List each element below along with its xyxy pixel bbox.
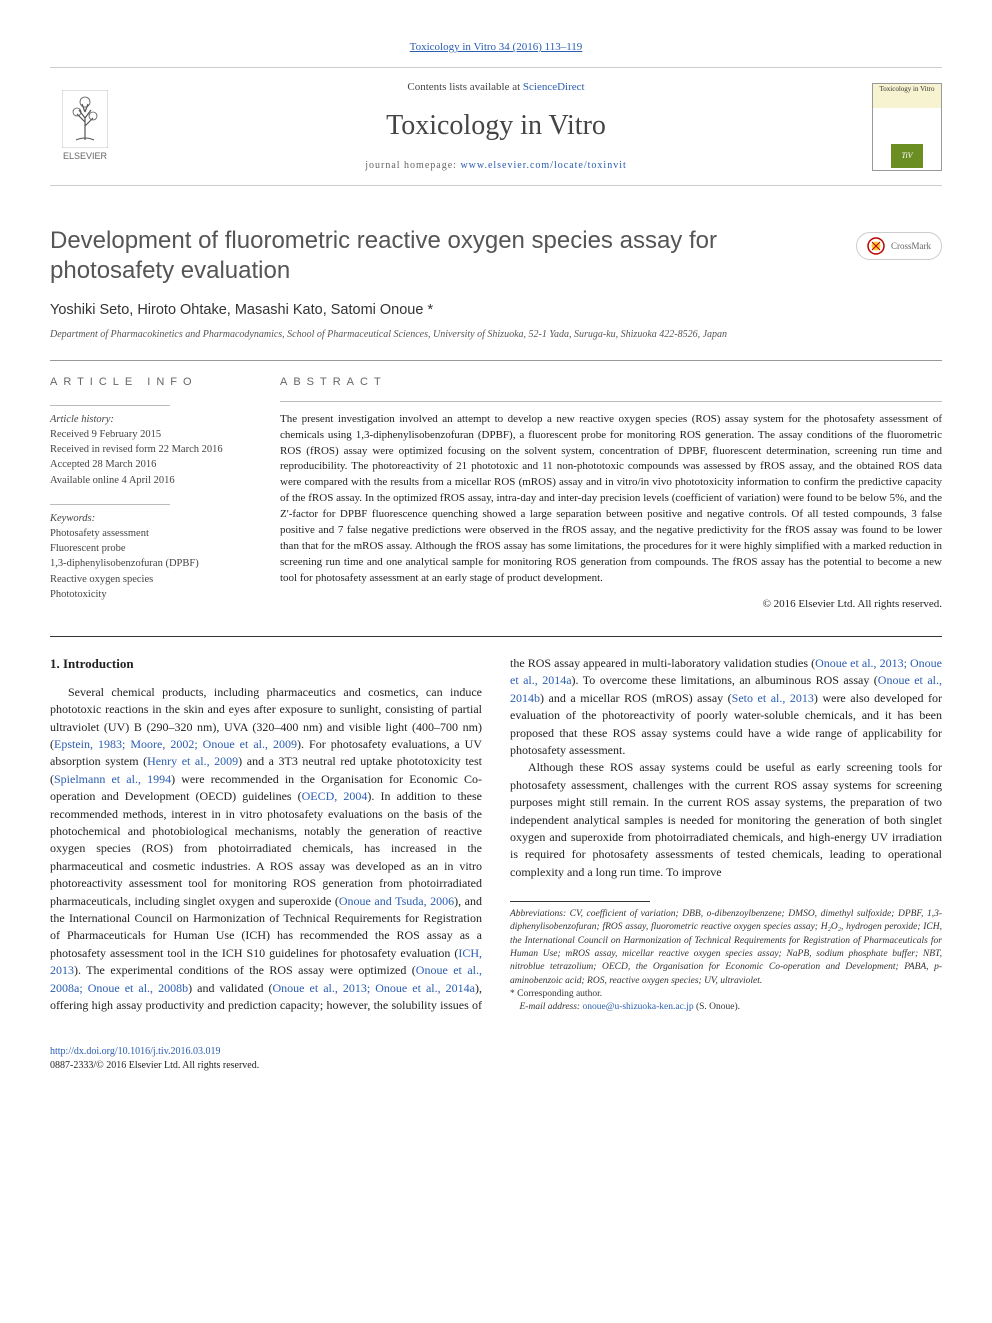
history-accepted: Accepted 28 March 2016: [50, 459, 156, 470]
history-received: Received 9 February 2015: [50, 429, 161, 440]
citation-link[interactable]: Seto et al., 2013: [732, 691, 814, 705]
sciencedirect-link[interactable]: ScienceDirect: [523, 81, 585, 93]
article-history-label: Article history:: [50, 414, 114, 425]
homepage-prefix: journal homepage:: [365, 160, 460, 171]
keyword: Phototoxicity: [50, 589, 107, 600]
footer: http://dx.doi.org/10.1016/j.tiv.2016.03.…: [50, 1045, 942, 1073]
article-info-heading: article info: [50, 375, 250, 390]
keywords-block: Keywords: Photosafety assessment Fluores…: [50, 504, 250, 602]
intro-heading: 1. Introduction: [50, 655, 482, 674]
contents-prefix: Contents lists available at: [407, 81, 522, 93]
article-history-block: Article history: Received 9 February 201…: [50, 405, 250, 488]
keyword: Fluorescent probe: [50, 543, 126, 554]
divider-body: [50, 636, 942, 637]
footer-copyright: 0887-2333/© 2016 Elsevier Ltd. All right…: [50, 1060, 259, 1071]
citation-link[interactable]: Onoue et al., 2013; Onoue et al., 2014a: [272, 981, 475, 995]
crossmark-icon: [867, 237, 885, 255]
intro-paragraph-2: Although these ROS assay systems could b…: [510, 759, 942, 881]
abstract-column: abstract The present investigation invol…: [280, 375, 942, 618]
keywords-label: Keywords:: [50, 513, 95, 524]
abstract-rule: [280, 401, 942, 402]
cover-journal-label: Toxicology in Vitro: [880, 86, 935, 93]
abstract-text: The present investigation involved an at…: [280, 412, 942, 587]
divider-top: [50, 360, 942, 361]
history-online: Available online 4 April 2016: [50, 475, 175, 486]
article-title: Development of fluorometric reactive oxy…: [50, 226, 836, 286]
corresponding-author-footnote: * Corresponding author.: [510, 988, 942, 1001]
running-head-link[interactable]: Toxicology in Vitro 34 (2016) 113–119: [410, 41, 583, 53]
info-abstract-row: article info Article history: Received 9…: [50, 375, 942, 618]
body-two-column: 1. Introduction Several chemical product…: [50, 655, 942, 1014]
citation-link[interactable]: OECD, 2004: [302, 789, 368, 803]
title-row: Development of fluorometric reactive oxy…: [50, 226, 942, 286]
publisher-name: ELSEVIER: [63, 150, 107, 163]
header-center: Contents lists available at ScienceDirec…: [120, 80, 872, 173]
keyword: Photosafety assessment: [50, 528, 149, 539]
citation-link[interactable]: Epstein, 1983; Moore, 2002; Onoue et al.…: [54, 737, 297, 751]
email-footnote: E-mail address: onoue@u-shizuoka-ken.ac.…: [510, 1001, 942, 1014]
homepage-link[interactable]: www.elsevier.com/locate/toxinvit: [460, 160, 626, 171]
citation-link[interactable]: Henry et al., 2009: [147, 754, 238, 768]
abstract-heading: abstract: [280, 375, 942, 390]
citation-link[interactable]: Spielmann et al., 1994: [54, 772, 171, 786]
footnote-rule: [510, 901, 650, 902]
article-info-column: article info Article history: Received 9…: [50, 375, 250, 618]
journal-cover-thumbnail: Toxicology in Vitro TiV: [872, 83, 942, 171]
cover-tiv-badge: TiV: [891, 144, 923, 168]
journal-header: ELSEVIER Contents lists available at Sci…: [50, 67, 942, 186]
email-suffix: (S. Onoue).: [694, 1002, 740, 1012]
publisher-logo: ELSEVIER: [50, 83, 120, 171]
history-revised: Received in revised form 22 March 2016: [50, 444, 223, 455]
crossmark-badge[interactable]: CrossMark: [856, 232, 942, 260]
running-head: Toxicology in Vitro 34 (2016) 113–119: [50, 40, 942, 55]
abbreviations-footnote: Abbreviations: CV, coefficient of variat…: [510, 908, 942, 988]
affiliation: Department of Pharmacokinetics and Pharm…: [50, 328, 942, 342]
doi-link[interactable]: http://dx.doi.org/10.1016/j.tiv.2016.03.…: [50, 1046, 221, 1057]
keyword: Reactive oxygen species: [50, 574, 153, 585]
homepage-line: journal homepage: www.elsevier.com/locat…: [120, 159, 872, 173]
citation-link[interactable]: Onoue and Tsuda, 2006: [339, 894, 454, 908]
crossmark-label: CrossMark: [891, 240, 931, 253]
contents-line: Contents lists available at ScienceDirec…: [120, 80, 872, 95]
abstract-copyright: © 2016 Elsevier Ltd. All rights reserved…: [280, 597, 942, 612]
journal-title: Toxicology in Vitro: [120, 106, 872, 145]
elsevier-tree-icon: [62, 90, 108, 148]
email-label: E-mail address:: [520, 1002, 583, 1012]
email-link[interactable]: onoue@u-shizuoka-ken.ac.jp: [582, 1002, 693, 1012]
authors-line: Yoshiki Seto, Hiroto Ohtake, Masashi Kat…: [50, 300, 942, 320]
keyword: 1,3-diphenylisobenzofuran (DPBF): [50, 558, 199, 569]
